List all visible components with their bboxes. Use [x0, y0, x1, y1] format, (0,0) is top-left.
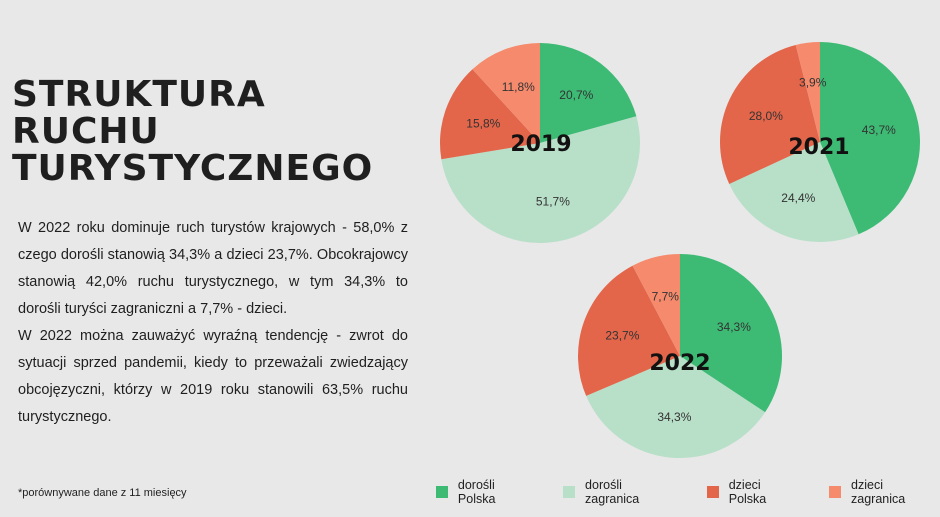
pie-label-2022-dzieci-zagranica: 7,7% — [652, 290, 680, 304]
footnote: *porównywane dane z 11 miesięcy — [18, 487, 187, 499]
title-line-1: STRUKTURA — [12, 74, 266, 115]
pie-slice-2022-dzieci-zagranica — [632, 254, 680, 356]
chart-legend: dorośli Polska dorośli zagranica dzieci … — [436, 478, 940, 506]
legend-item-dzieci-zagranica: dzieci zagranica — [829, 478, 940, 506]
pie-label-2022-dzieci-polska: 23,7% — [605, 329, 639, 343]
pie-title-2019: 2019 — [510, 132, 571, 157]
pie-chart-2019: 20,7% 51,7% 15,8% 11,8% 2019 — [439, 43, 641, 244]
pie-chart-2021: 43,7% 24,4% 28,0% 3,9% 2021 — [719, 41, 921, 243]
pie-slice-2022-dorosli-zagranica — [586, 356, 766, 459]
legend-label-dorosli-zagranica: dorośli zagranica — [585, 478, 640, 506]
pie-label-2019-dorosli-zagranica: 51,7% — [536, 195, 570, 209]
pie-title-2021: 2021 — [788, 135, 849, 160]
description-paragraph-2: W 2022 można zauważyć wyraźną tendencję … — [18, 328, 408, 425]
legend-swatch-dorosli-polska — [436, 486, 448, 498]
legend-item-dzieci-polska: dzieci Polska — [706, 478, 801, 506]
pie-slice-2021-dorosli-zagranica — [729, 142, 859, 243]
pie-label-2021-dorosli-zagranica: 24,4% — [781, 191, 815, 205]
pie-label-2021-dorosli-polska: 43,7% — [862, 123, 896, 137]
legend-swatch-dzieci-zagranica — [829, 486, 842, 498]
legend-item-dorosli-polska: dorośli Polska — [436, 478, 535, 506]
legend-item-dorosli-zagranica: dorośli zagranica — [563, 478, 679, 506]
pie-slice-2019-dzieci-polska — [439, 69, 540, 160]
title-line-2: RUCHU — [12, 111, 160, 152]
title-line-3: TURYSTYCZNEGO — [12, 148, 374, 189]
pie-slice-2019-dorosli-polska — [540, 43, 637, 143]
pie-slice-2021-dzieci-polska — [719, 44, 820, 185]
pie-slice-2019-dzieci-zagranica — [472, 43, 540, 143]
legend-swatch-dorosli-zagranica — [563, 486, 576, 498]
legend-label-dzieci-zagranica: dzieci zagranica — [851, 478, 906, 506]
pie-label-2022-dorosli-zagranica: 34,3% — [657, 410, 691, 424]
pie-label-2022-dorosli-polska: 34,3% — [717, 320, 751, 334]
pie-slice-2022-dorosli-polska — [680, 254, 783, 413]
pie-slice-2022-dzieci-polska — [578, 265, 680, 396]
pie-slice-2019-dorosli-zagranica — [441, 116, 641, 244]
legend-label-dzieci-polska: dzieci Polska — [728, 478, 767, 506]
pie-chart-2022: 34,3% 34,3% 23,7% 7,7% 2022 — [578, 254, 783, 459]
legend-label-dorosli-polska: dorośli Polska — [457, 478, 496, 506]
page-title: STRUKTURA RUCHU TURYSTYCZNEGO — [12, 76, 373, 187]
legend-swatch-dzieci-polska — [706, 486, 719, 498]
pie-label-2019-dzieci-zagranica: 11,8% — [502, 80, 535, 94]
pie-label-2019-dorosli-polska: 20,7% — [559, 88, 593, 102]
description-paragraph-1: W 2022 roku dominuje ruch turystów krajo… — [18, 220, 408, 317]
pie-label-2021-dzieci-polska: 28,0% — [749, 109, 783, 123]
pie-label-2021-dzieci-zagranica: 3,9% — [799, 75, 827, 89]
description-text: W 2022 roku dominuje ruch turystów krajo… — [18, 215, 408, 431]
pie-label-2019-dzieci-polska: 15,8% — [466, 116, 500, 130]
pie-slice-2021-dorosli-polska — [820, 41, 921, 235]
pie-title-2022: 2022 — [649, 351, 710, 376]
pie-slice-2021-dzieci-zagranica — [795, 42, 820, 142]
